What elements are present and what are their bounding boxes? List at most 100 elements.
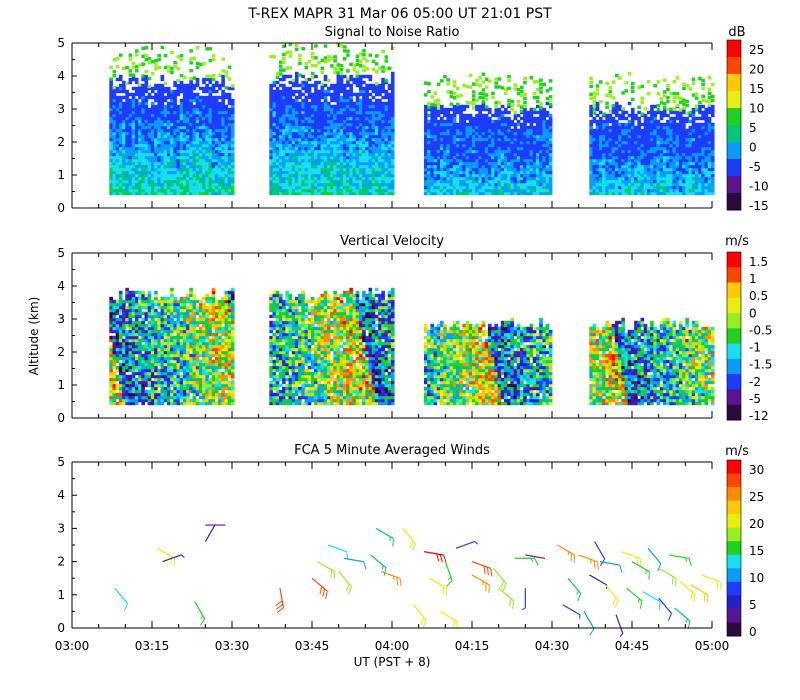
heat-cell — [545, 167, 550, 172]
heat-cell — [362, 101, 366, 106]
heat-cell — [529, 107, 534, 112]
heat-cell — [198, 101, 203, 106]
heat-cell — [221, 149, 225, 154]
heat-cell — [614, 149, 619, 154]
heat-cell — [362, 152, 366, 157]
heat-cell — [141, 110, 145, 115]
heat-cell — [349, 191, 353, 196]
heat-cell — [371, 67, 376, 71]
heat-cell — [131, 119, 136, 124]
heat-cell — [390, 116, 395, 121]
heat-cell — [618, 182, 622, 187]
heat-cell — [504, 170, 508, 175]
heat-cell — [529, 143, 534, 148]
heat-cell — [365, 83, 369, 88]
heat-cell — [298, 167, 302, 172]
heat-cell — [355, 164, 360, 169]
heat-cell — [304, 110, 309, 115]
heat-cell — [150, 110, 155, 115]
heat-cell — [427, 128, 431, 133]
heat-cell — [481, 188, 486, 193]
heat-cell — [640, 100, 645, 104]
heat-cell — [368, 146, 373, 151]
heat-cell — [218, 128, 222, 133]
heat-cell — [381, 173, 385, 178]
heat-cell — [602, 188, 606, 193]
heat-cell — [497, 134, 502, 139]
heat-cell — [424, 158, 428, 163]
heat-cell — [611, 125, 616, 130]
heat-cell — [459, 119, 463, 124]
heat-cell — [323, 107, 328, 112]
heat-cell — [208, 185, 213, 190]
heat-cell — [456, 167, 460, 172]
heat-cell — [446, 119, 450, 124]
heat-cell — [326, 188, 331, 193]
heat-cell — [208, 176, 213, 181]
heat-cell — [310, 101, 315, 106]
heat-cell — [523, 188, 527, 193]
heat-cell — [198, 179, 203, 184]
heat-cell — [301, 191, 305, 196]
heat-cell — [611, 146, 616, 151]
heat-cell — [526, 149, 530, 154]
heat-cell — [109, 119, 113, 124]
heat-cell — [650, 104, 654, 109]
heat-cell — [285, 161, 289, 166]
heat-cell — [542, 185, 546, 190]
heat-cell — [472, 128, 476, 133]
heat-cell — [387, 140, 392, 145]
heat-cell — [529, 170, 534, 175]
heat-cell — [230, 119, 235, 124]
heat-cell — [355, 92, 360, 97]
heat-cell — [304, 191, 309, 196]
heat-cell — [227, 161, 232, 166]
heat-cell — [288, 176, 293, 181]
heat-cell — [510, 188, 514, 193]
heat-cell — [189, 116, 193, 121]
heat-cell — [346, 173, 350, 178]
heat-cell — [294, 128, 299, 133]
heat-cell — [443, 188, 447, 193]
heat-cell — [656, 143, 661, 148]
heat-cell — [112, 182, 117, 187]
heat-cell — [272, 119, 277, 124]
heat-cell — [374, 89, 379, 94]
heat-cell — [166, 113, 171, 118]
heat-cell — [614, 131, 619, 136]
heat-cell — [330, 140, 334, 145]
heat-cell — [346, 83, 350, 88]
heat-cell — [433, 131, 438, 136]
heat-cell — [182, 119, 187, 124]
heat-cell — [282, 125, 286, 130]
heat-cell — [449, 173, 454, 178]
heat-cell — [154, 140, 158, 145]
heat-cell — [282, 164, 286, 169]
heat-cell — [346, 167, 350, 172]
heat-cell — [602, 185, 606, 190]
heat-cell — [436, 119, 441, 124]
heat-cell — [304, 140, 309, 145]
heat-cell — [352, 107, 357, 112]
heat-cell — [198, 107, 203, 112]
heat-cell — [548, 164, 553, 169]
heat-cell — [390, 92, 395, 97]
heat-cell — [144, 122, 149, 127]
heat-cell — [154, 86, 158, 91]
heat-cell — [646, 185, 651, 190]
heat-cell — [275, 95, 280, 100]
heat-cell — [507, 86, 511, 91]
heat-cell — [472, 116, 476, 121]
heat-cell — [298, 131, 302, 136]
heat-cell — [484, 137, 489, 142]
heat-cell — [365, 131, 369, 136]
heat-cell — [650, 140, 654, 145]
heat-cell — [545, 125, 550, 130]
heat-cell — [608, 188, 613, 193]
heat-cell — [605, 128, 609, 133]
heat-cell — [368, 161, 373, 166]
heat-cell — [272, 110, 277, 115]
heat-cell — [349, 140, 353, 145]
heat-cell — [291, 101, 296, 106]
heat-cell — [138, 170, 142, 175]
